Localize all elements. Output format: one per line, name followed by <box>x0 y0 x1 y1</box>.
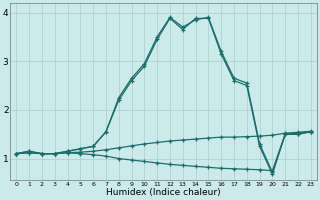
X-axis label: Humidex (Indice chaleur): Humidex (Indice chaleur) <box>106 188 221 197</box>
